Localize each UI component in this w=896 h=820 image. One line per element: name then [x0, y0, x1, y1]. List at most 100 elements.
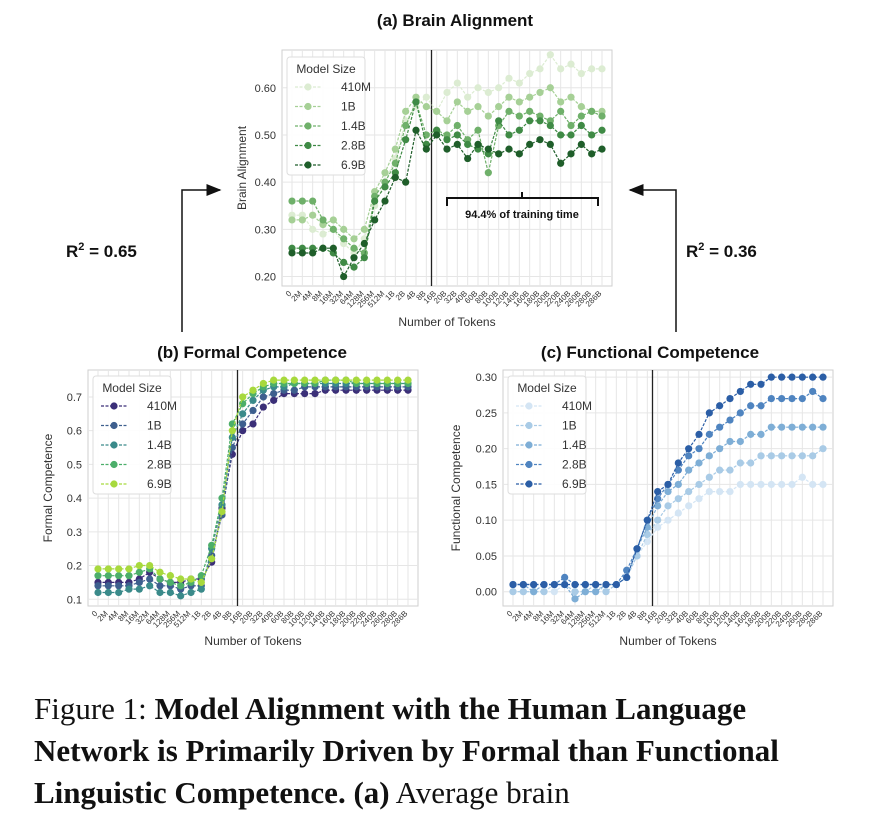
data-point: [767, 373, 775, 381]
data-point: [340, 235, 348, 243]
data-point: [577, 121, 585, 130]
data-point: [674, 495, 682, 503]
data-point: [798, 373, 806, 381]
data-point: [402, 121, 410, 130]
y-tick-label: 0.40: [255, 177, 276, 189]
formal-competence-x-ticks: 02M4M8M16M32M64M128M256M512M1B2B4B8B16B2…: [90, 609, 410, 630]
data-point: [360, 239, 368, 248]
figure-caption: Figure 1: Model Alignment with the Human…: [34, 688, 864, 814]
data-point: [519, 580, 527, 589]
data-point: [249, 406, 257, 415]
data-point: [515, 79, 523, 87]
data-point: [104, 565, 112, 573]
legend-marker: [525, 441, 533, 449]
data-point: [495, 150, 503, 158]
y-tick-label: 0.20: [476, 444, 497, 456]
data-point: [350, 263, 358, 271]
y-tick-label: 0.25: [476, 408, 497, 420]
data-point: [319, 244, 327, 252]
data-point: [422, 93, 430, 101]
data-point: [767, 480, 775, 489]
data-point: [301, 376, 309, 384]
functional-competence-series: [509, 373, 827, 603]
legend-title: Model Size: [102, 381, 162, 395]
caption-bold: Model Alignment with the Human Language …: [34, 691, 779, 810]
data-point: [571, 588, 579, 596]
data-point: [177, 592, 185, 600]
x-tick-label: 0: [90, 609, 100, 619]
legend-entry-label: 1B: [147, 419, 162, 433]
data-point: [484, 112, 492, 120]
data-point: [146, 582, 154, 590]
data-point: [561, 573, 569, 581]
series-2.8B: [288, 98, 606, 271]
data-point: [705, 430, 713, 438]
data-point: [674, 509, 682, 517]
data-point: [736, 437, 744, 446]
data-point: [484, 145, 492, 153]
data-point: [705, 487, 713, 496]
data-point: [577, 112, 585, 120]
data-point: [453, 131, 461, 139]
data-point: [602, 588, 610, 596]
legend-entry-label: 6.9B: [562, 477, 587, 491]
data-point: [464, 154, 472, 163]
data-point: [685, 445, 693, 453]
data-point: [259, 403, 267, 411]
data-point: [433, 131, 441, 139]
legend-marker: [110, 441, 118, 449]
data-point: [557, 65, 565, 73]
data-point: [115, 572, 123, 580]
data-point: [515, 150, 523, 158]
data-point: [309, 197, 317, 205]
data-point: [197, 585, 205, 593]
legend-marker: [525, 421, 533, 430]
data-point: [809, 480, 817, 489]
data-point: [643, 538, 651, 546]
data-point: [495, 117, 503, 125]
legend-entry-label: 410M: [341, 80, 371, 94]
data-point: [474, 140, 482, 148]
data-point: [557, 131, 565, 139]
data-point: [819, 480, 827, 489]
data-point: [747, 402, 755, 410]
data-point: [581, 580, 589, 589]
data-point: [809, 373, 817, 381]
data-point: [381, 197, 389, 205]
right-r2-label: R2 = 0.36: [686, 241, 757, 261]
data-point: [391, 173, 399, 182]
data-point: [536, 65, 544, 73]
data-point: [530, 580, 538, 589]
data-point: [443, 136, 451, 144]
data-point: [654, 523, 662, 531]
functional-competence-x-label: Number of Tokens: [619, 634, 716, 648]
data-point: [443, 88, 451, 97]
data-point: [505, 145, 513, 153]
data-point: [402, 107, 410, 115]
y-tick-label: 0.50: [255, 130, 276, 142]
data-point: [104, 582, 112, 590]
data-point: [540, 580, 548, 589]
data-point: [433, 107, 441, 115]
formal-competence-legend: Model Size 410M 1B 1.4B 2.8B 6.9B: [92, 375, 177, 495]
data-point: [536, 88, 544, 97]
y-tick-label: 0.20: [255, 272, 276, 284]
legend-entry-label: 1.4B: [562, 438, 587, 452]
data-point: [685, 487, 693, 496]
data-point: [166, 572, 174, 580]
data-point: [509, 588, 517, 596]
data-point: [588, 65, 596, 73]
data-point: [767, 395, 775, 403]
data-point: [716, 423, 724, 431]
data-point: [788, 395, 796, 403]
data-point: [156, 568, 164, 576]
data-point: [526, 140, 534, 148]
functional-competence-title: (c) Functional Competence: [541, 343, 759, 362]
y-tick-label: 0.10: [476, 515, 497, 527]
data-point: [104, 572, 112, 580]
data-point: [350, 254, 358, 262]
y-tick-label: 0.2: [67, 561, 82, 573]
data-point: [505, 93, 513, 101]
y-tick-label: 0.3: [67, 527, 82, 539]
data-point: [726, 437, 734, 446]
